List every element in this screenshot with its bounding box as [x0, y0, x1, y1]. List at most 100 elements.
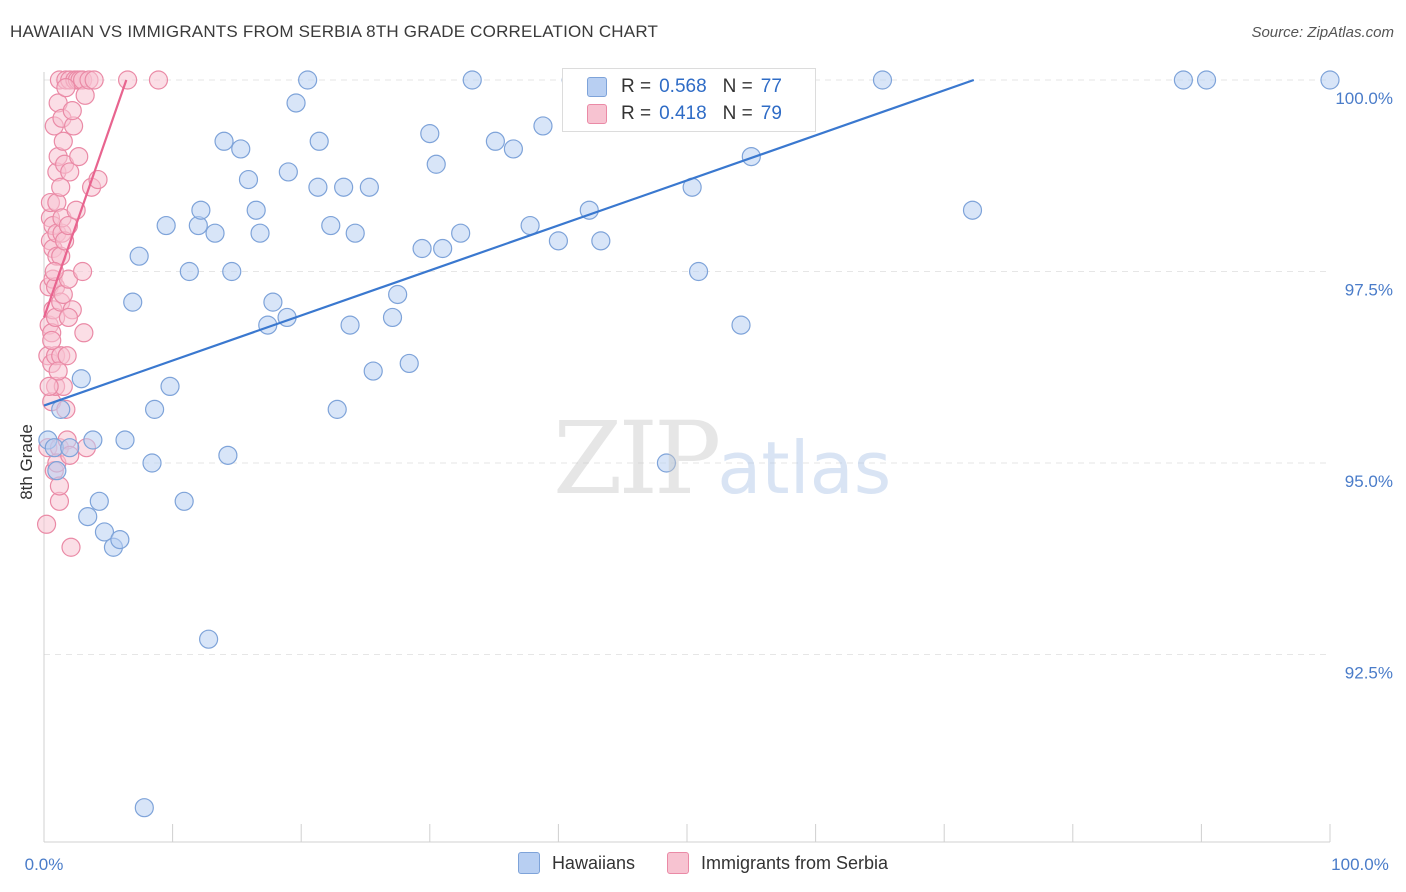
x-tick-label: 100.0% — [1331, 855, 1389, 874]
hawaiian-point — [94, 522, 115, 542]
legend-r-label: R = — [621, 76, 652, 97]
hawaiian-point — [1173, 70, 1193, 90]
hawaiian-point — [388, 284, 408, 305]
hawaiian-point — [309, 131, 329, 151]
hawaiian-point — [142, 453, 162, 473]
hawaiian-point — [278, 162, 298, 182]
legend-r-value: 0.418 — [659, 103, 707, 124]
hawaiian-point — [462, 70, 482, 90]
hawaiian-point — [115, 430, 135, 450]
legend-n-value: 79 — [760, 103, 782, 124]
hawaiian-point — [89, 491, 109, 511]
hawaiian-point — [962, 200, 983, 220]
series-legend: Hawaiians Immigrants from Serbia — [0, 852, 1406, 874]
hawaiian-point — [340, 315, 360, 335]
hawaiian-point — [263, 292, 283, 312]
hawaiian-point — [591, 231, 611, 251]
hawaiian-point — [191, 200, 211, 220]
hawaiian-point — [1320, 70, 1340, 90]
hawaiian-point — [174, 491, 194, 511]
hawaiian-point — [412, 238, 432, 259]
hawaiian-point — [308, 177, 328, 197]
y-tick-label: 92.5% — [1345, 664, 1393, 683]
legend-r-label: R = — [621, 103, 652, 124]
hawaiian-point — [134, 798, 154, 818]
hawaiian-point — [78, 507, 98, 527]
serbia-point — [148, 70, 169, 90]
serbia-point — [69, 147, 89, 167]
hawaiian-point — [218, 445, 238, 465]
hawaiian-point — [222, 261, 242, 282]
hawaiian-point — [60, 438, 80, 458]
hawaiian-point — [420, 124, 440, 144]
legend-n-value: 77 — [760, 76, 782, 97]
hawaiian-point — [433, 238, 453, 259]
hawaiian-point — [214, 131, 234, 151]
correlation-legend: R = 0.568 N = 77 R = 0.418 N = 79 — [562, 68, 816, 132]
hawaiian-point — [179, 261, 199, 282]
watermark-atlas: atlas — [717, 426, 892, 510]
serbia-point — [42, 330, 62, 351]
y-tick-label: 95.0% — [1345, 472, 1393, 491]
hawaiian-point — [205, 223, 225, 243]
hawaiian-point — [520, 215, 540, 236]
hawaiian-point — [327, 399, 347, 419]
serbia-point — [57, 346, 77, 366]
tick-labels: 92.5% 95.0% 97.5% 100.0% 0.0% 100.0% 8th Grade — [17, 89, 1393, 874]
hawaiian-point — [246, 200, 266, 220]
hawaiian-point — [144, 399, 165, 419]
hawaiian-point — [485, 131, 505, 151]
hawaiian-point — [548, 231, 569, 251]
legend-swatch-pink — [587, 104, 607, 124]
legend-item-hawaiians[interactable]: Hawaiians — [517, 852, 635, 874]
hawaiian-point — [451, 223, 471, 243]
watermark-zip: ZIP — [553, 400, 721, 517]
hawaiian-point — [359, 177, 379, 197]
hawaiian-point — [334, 177, 354, 197]
hawaiian-point — [298, 70, 318, 90]
hawaiian-point — [579, 200, 599, 220]
legend-row-hawaiians: R = 0.568 N = 77 — [587, 74, 782, 100]
hawaiian-point — [160, 376, 180, 396]
serbia-points — [36, 70, 169, 557]
serbia-point — [60, 162, 80, 182]
serbia-point — [117, 70, 138, 90]
hawaiian-point — [321, 215, 341, 236]
legend-r-value: 0.568 — [659, 76, 707, 97]
y-tick-label: 100.0% — [1335, 89, 1393, 108]
gridlines — [44, 79, 1330, 655]
serbia-point — [62, 101, 82, 121]
watermark: ZIPatlas — [553, 400, 891, 517]
hawaiian-point — [156, 215, 176, 236]
hawaiian-point — [71, 369, 91, 389]
hawaiian-point — [231, 139, 251, 159]
serbia-point — [74, 323, 94, 343]
serbia-point — [58, 307, 79, 328]
serbia-point — [61, 537, 81, 557]
hawaiian-point — [533, 116, 553, 136]
hawaiian-point — [382, 307, 403, 328]
legend-item-serbia[interactable]: Immigrants from Serbia — [666, 852, 889, 874]
hawaiian-point — [345, 223, 365, 243]
serbia-point — [53, 131, 73, 151]
hawaiian-point — [741, 147, 761, 167]
legend-swatch-pink — [666, 852, 689, 874]
hawaiian-point — [731, 315, 751, 335]
legend-row-serbia: R = 0.418 N = 79 — [587, 101, 782, 127]
y-tick-label: 97.5% — [1345, 281, 1393, 300]
serbia-trend-line — [42, 79, 128, 318]
serbia-point — [39, 376, 59, 396]
hawaiian-point — [238, 169, 259, 190]
hawaiian-point — [129, 246, 149, 266]
legend-n-label: N = — [722, 103, 753, 124]
hawaiian-point — [199, 629, 219, 649]
hawaiian-point — [123, 292, 143, 312]
hawaiian-point — [51, 399, 71, 419]
hawaiian-point — [250, 223, 270, 243]
legend-label: Immigrants from Serbia — [700, 852, 889, 873]
x-tick-label: 0.0% — [25, 855, 64, 874]
hawaiian-point — [83, 430, 103, 450]
hawaiian-points — [38, 70, 1340, 818]
y-axis-title: 8th Grade — [17, 424, 36, 500]
